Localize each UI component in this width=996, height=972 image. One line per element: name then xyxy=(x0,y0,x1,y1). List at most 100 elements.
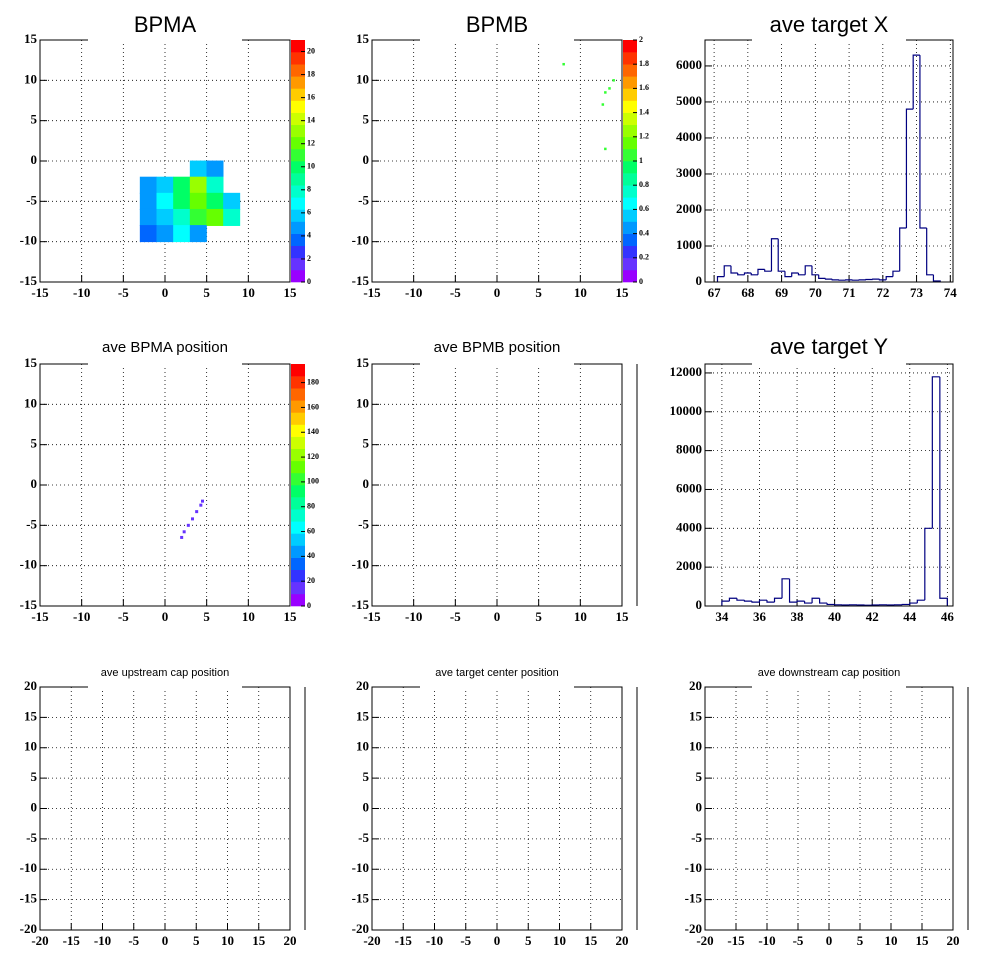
histogram-bin xyxy=(932,274,941,282)
x-tick-label: -15 xyxy=(63,933,81,948)
y-tick-label: -10 xyxy=(352,860,369,875)
z-tick-label: 4 xyxy=(307,231,311,240)
y-tick-label: 10 xyxy=(356,71,369,86)
x-tick-label: 72 xyxy=(876,285,889,300)
panel-title: ave downstream cap position xyxy=(758,667,900,679)
histogram-bin xyxy=(905,108,914,228)
x-tick-label: 46 xyxy=(941,609,955,624)
y-tick-label: 5 xyxy=(31,436,38,451)
z-tick-label: 160 xyxy=(307,402,319,411)
histogram-bin xyxy=(916,599,925,604)
histogram-bin xyxy=(736,598,745,601)
z-tick-label: 2 xyxy=(307,254,311,263)
colorbar-cell xyxy=(291,100,305,113)
x-tick-label: 74 xyxy=(944,285,958,300)
histogram-bin xyxy=(885,275,893,280)
x-tick-label: 40 xyxy=(828,609,841,624)
histogram-bin xyxy=(751,601,760,603)
x-tick-label: 5 xyxy=(193,933,200,948)
histogram-bin xyxy=(737,272,745,276)
colorbar-cell xyxy=(623,257,637,271)
cell xyxy=(173,225,191,243)
x-tick-label: 20 xyxy=(284,933,297,948)
colorbar-cell xyxy=(623,136,637,150)
x-tick-label: -15 xyxy=(31,285,49,300)
x-tick-label: 34 xyxy=(715,609,729,624)
colorbar-cell xyxy=(291,533,305,546)
x-tick-label: 36 xyxy=(753,609,767,624)
y-tick-label: 6000 xyxy=(676,57,702,72)
title-box xyxy=(752,38,906,42)
y-tick-label: 5 xyxy=(363,112,370,127)
x-tick-label: 38 xyxy=(791,609,805,624)
y-tick-label: 6000 xyxy=(676,480,702,495)
x-tick-label: 10 xyxy=(885,933,898,948)
y-tick-label: 3000 xyxy=(676,165,702,180)
y-tick-label: 0 xyxy=(31,476,38,491)
y-tick-label: 12000 xyxy=(670,364,703,379)
cell xyxy=(180,535,184,539)
x-tick-label: 10 xyxy=(221,933,234,948)
x-tick-label: 42 xyxy=(866,609,879,624)
y-tick-label: -10 xyxy=(20,860,37,875)
colorbar-cell xyxy=(291,509,305,522)
panel: -15 -10 -5 0 5 10 15 -15 -10 -5 0 5 10 15 0 2 4 6 8 10 12 14 1… xyxy=(20,12,315,300)
colorbar-cell xyxy=(291,40,305,53)
colorbar-cell xyxy=(623,173,637,186)
colorbar-cell xyxy=(623,64,637,77)
x-tick-label: -15 xyxy=(363,285,381,300)
x-tick-label: 0 xyxy=(494,933,501,948)
z-tick-label: 0.4 xyxy=(639,228,649,237)
cell xyxy=(199,503,203,507)
z-tick-label: 140 xyxy=(307,427,319,436)
colorbar-cell xyxy=(291,460,305,474)
cell xyxy=(201,499,204,503)
x-tick-label: 10 xyxy=(574,285,587,300)
colorbar-cell xyxy=(291,64,305,77)
colorbar-cell xyxy=(291,364,305,377)
y-tick-label: 0 xyxy=(363,799,370,814)
z-tick-label: 1.2 xyxy=(639,132,649,141)
y-tick-label: 15 xyxy=(356,708,370,723)
cell xyxy=(189,208,207,226)
cell xyxy=(206,176,224,194)
y-tick-label: 10 xyxy=(24,739,37,754)
x-tick-label: 0 xyxy=(826,933,833,948)
colorbar-cell xyxy=(291,557,305,570)
cell xyxy=(139,176,157,194)
y-tick-label: 15 xyxy=(356,355,370,370)
title-box xyxy=(88,685,242,689)
x-tick-label: 5 xyxy=(525,933,532,948)
y-tick-label: -5 xyxy=(358,830,369,845)
z-tick-label: 60 xyxy=(307,526,315,535)
colorbar-cell xyxy=(291,161,305,174)
y-tick-label: 15 xyxy=(689,708,703,723)
colorbar-cell xyxy=(291,52,305,65)
y-tick-label: -15 xyxy=(685,891,703,906)
z-tick-label: 40 xyxy=(307,551,315,560)
histogram-bin xyxy=(758,599,767,603)
histogram-bin xyxy=(811,597,820,604)
x-tick-label: 15 xyxy=(584,933,598,948)
y-tick-label: 0 xyxy=(696,273,703,288)
colorbar-cell xyxy=(291,569,305,583)
y-tick-label: 5000 xyxy=(676,93,702,108)
x-tick-label: 5 xyxy=(535,285,542,300)
colorbar-cell xyxy=(623,269,637,283)
panel: -20 -15 -10 -5 0 5 10 15 20 -20 -15 -10 -5 0 5 10 15 20 av… xyxy=(20,667,306,948)
colorbar-cell xyxy=(623,209,637,222)
colorbar-cell xyxy=(291,269,305,283)
panel: -15 -10 -5 0 5 10 15 -15 -10 -5 0 5 10 15 ave BPMB pos… xyxy=(352,339,638,624)
histogram-bin xyxy=(777,238,785,272)
y-tick-label: 5 xyxy=(31,769,38,784)
panel-title: ave target center position xyxy=(435,667,559,679)
histogram-bin xyxy=(766,600,775,603)
panel-title: ave BPMA position xyxy=(102,339,228,356)
y-tick-label: 5 xyxy=(31,112,38,127)
colorbar-cell xyxy=(291,521,305,534)
histogram-bin xyxy=(912,54,920,110)
x-tick-label: 67 xyxy=(708,285,722,300)
x-tick-label: -5 xyxy=(450,609,461,624)
colorbar-cell xyxy=(291,400,305,413)
histogram-bin xyxy=(826,603,835,606)
